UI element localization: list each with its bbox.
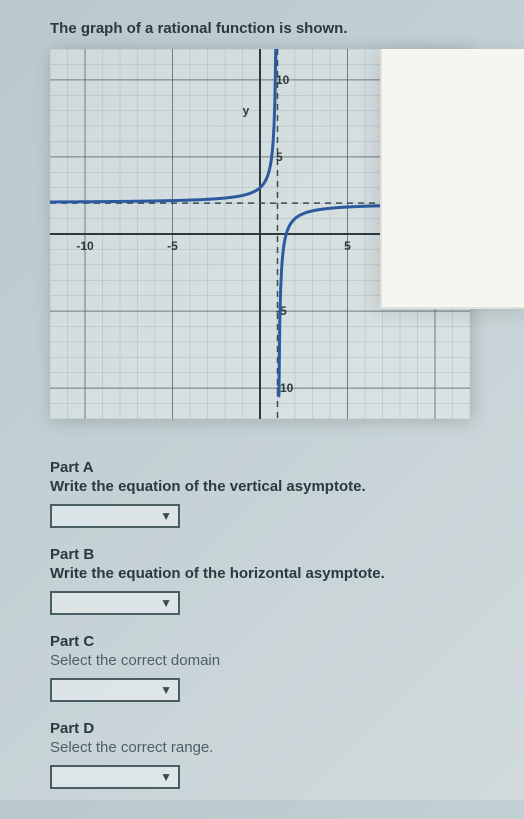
part-c: Part C Select the correct domain ▼ xyxy=(50,633,484,702)
graph-container: 510-10-5510-5-10y xyxy=(50,49,470,419)
part-a-prompt: Write the equation of the vertical asymp… xyxy=(50,478,484,495)
svg-text:5: 5 xyxy=(276,150,283,164)
chevron-down-icon: ▼ xyxy=(160,770,172,784)
svg-text:5: 5 xyxy=(344,239,351,253)
svg-text:10: 10 xyxy=(276,73,290,87)
part-d-label: Part D xyxy=(50,720,484,737)
part-d: Part D Select the correct range. ▼ xyxy=(50,720,484,789)
svg-text:-5: -5 xyxy=(167,239,178,253)
page-title: The graph of a rational function is show… xyxy=(50,20,484,37)
part-b-label: Part B xyxy=(50,546,484,563)
part-d-prompt: Select the correct range. xyxy=(50,739,484,756)
chevron-down-icon: ▼ xyxy=(160,509,172,523)
part-c-select[interactable]: ▼ xyxy=(50,678,180,702)
part-c-prompt: Select the correct domain xyxy=(50,652,484,669)
svg-text:-10: -10 xyxy=(76,239,94,253)
part-b-prompt: Write the equation of the horizontal asy… xyxy=(50,565,484,582)
part-a: Part A Write the equation of the vertica… xyxy=(50,459,484,528)
page-content: The graph of a rational function is show… xyxy=(0,0,524,819)
page-overlay-corner xyxy=(380,49,524,309)
part-a-select[interactable]: ▼ xyxy=(50,504,180,528)
chevron-down-icon: ▼ xyxy=(160,596,172,610)
chevron-down-icon: ▼ xyxy=(160,683,172,697)
part-c-label: Part C xyxy=(50,633,484,650)
svg-text:y: y xyxy=(243,104,250,118)
part-d-select[interactable]: ▼ xyxy=(50,765,180,789)
part-a-label: Part A xyxy=(50,459,484,476)
part-b: Part B Write the equation of the horizon… xyxy=(50,546,484,615)
part-b-select[interactable]: ▼ xyxy=(50,591,180,615)
